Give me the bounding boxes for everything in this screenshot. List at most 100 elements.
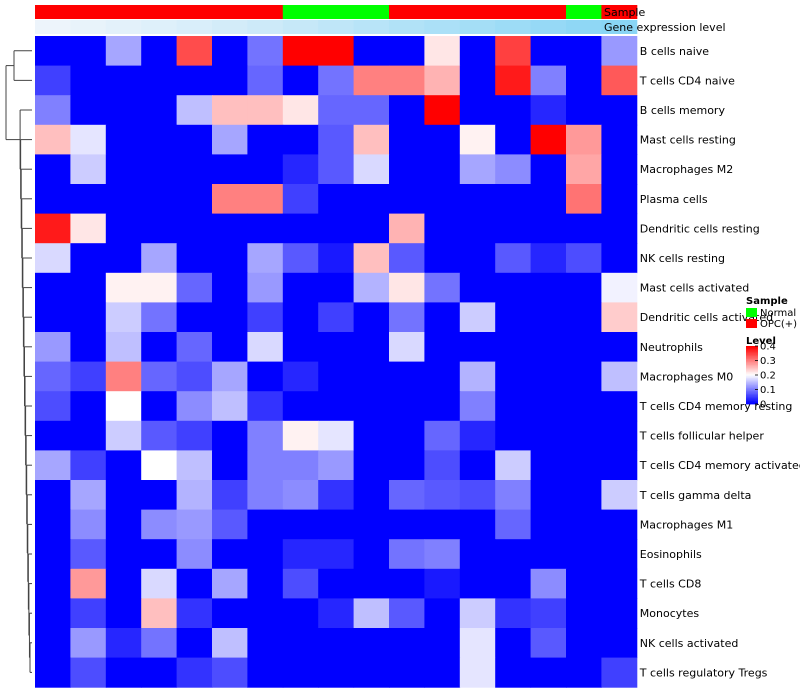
legend-colorbar-step bbox=[746, 348, 758, 351]
legend-colorbar-step bbox=[746, 372, 758, 374]
heatmap-cell bbox=[282, 391, 319, 422]
heatmap-cell bbox=[282, 420, 319, 451]
heatmap-cell bbox=[282, 361, 319, 392]
heatmap-cell bbox=[389, 657, 425, 688]
heatmap-cell bbox=[566, 154, 602, 185]
heatmap-cell bbox=[318, 628, 355, 659]
heatmap-cell bbox=[353, 243, 390, 274]
heatmap-cell bbox=[176, 420, 213, 451]
heatmap-cell bbox=[424, 332, 461, 363]
heatmap-cell bbox=[141, 480, 178, 511]
heatmap-cell bbox=[389, 184, 425, 215]
heatmap-cell bbox=[141, 272, 178, 303]
heatmap-cell bbox=[318, 36, 355, 67]
heatmap-cell bbox=[141, 243, 178, 274]
heatmap-cell bbox=[282, 480, 319, 511]
legend-colorbar-step bbox=[746, 392, 758, 395]
heatmap-cell bbox=[566, 450, 602, 481]
heatmap-cell bbox=[282, 36, 319, 67]
gene-annotation-cell bbox=[530, 20, 567, 34]
heatmap-cell bbox=[105, 598, 142, 629]
heatmap-cell bbox=[105, 243, 142, 274]
heatmap-cell bbox=[176, 272, 213, 303]
heatmap-cell bbox=[282, 154, 319, 185]
heatmap-cell bbox=[424, 657, 461, 688]
sample-annotation-cell bbox=[176, 5, 213, 19]
legend-colorbar-step bbox=[746, 396, 758, 399]
heatmap-cell bbox=[141, 184, 178, 215]
heatmap-cell bbox=[70, 361, 107, 392]
heatmap-cell bbox=[495, 213, 532, 244]
heatmap-cell bbox=[176, 628, 213, 659]
heatmap-cell bbox=[35, 36, 71, 67]
heatmap-cell bbox=[141, 154, 178, 185]
heatmap-cell bbox=[424, 450, 461, 481]
gene-annotation-cell bbox=[70, 20, 107, 34]
heatmap-cell bbox=[566, 95, 602, 126]
heatmap-cell bbox=[141, 657, 178, 688]
gene-annotation-cell bbox=[212, 20, 248, 34]
heatmap-cell bbox=[35, 480, 71, 511]
heatmap-cell bbox=[530, 568, 567, 599]
heatmap-cell bbox=[282, 539, 319, 570]
heatmap-cell bbox=[495, 420, 532, 451]
heatmap-cell bbox=[247, 420, 284, 451]
heatmap-cell bbox=[495, 598, 532, 629]
heatmap-cell bbox=[318, 391, 355, 422]
heatmap-cell bbox=[566, 213, 602, 244]
heatmap-cell bbox=[212, 420, 248, 451]
heatmap-cell bbox=[176, 450, 213, 481]
heatmap-cell bbox=[318, 65, 355, 96]
heatmap-cell bbox=[70, 628, 107, 659]
heatmap-cell bbox=[495, 65, 532, 96]
heatmap-cell bbox=[318, 361, 355, 392]
heatmap-cell bbox=[105, 480, 142, 511]
heatmap-cell bbox=[247, 450, 284, 481]
heatmap-cell bbox=[35, 391, 71, 422]
heatmap-cell bbox=[212, 539, 248, 570]
legend-colorbar-step bbox=[746, 377, 758, 380]
heatmap-cell bbox=[389, 302, 425, 333]
heatmap-cell bbox=[247, 95, 284, 126]
row-label: Eosinophils bbox=[640, 548, 702, 561]
heatmap-cell bbox=[389, 450, 425, 481]
heatmap-cells bbox=[35, 36, 638, 688]
heatmap-cell bbox=[424, 598, 461, 629]
heatmap-cell bbox=[353, 302, 390, 333]
heatmap-cell bbox=[105, 361, 142, 392]
gene-annotation-cell bbox=[353, 20, 390, 34]
heatmap-cell bbox=[70, 568, 107, 599]
heatmap-cell bbox=[141, 420, 178, 451]
heatmap-cell bbox=[424, 36, 461, 67]
heatmap-cell bbox=[459, 272, 496, 303]
heatmap-cell bbox=[247, 332, 284, 363]
heatmap-cell bbox=[141, 391, 178, 422]
heatmap-cell bbox=[212, 95, 248, 126]
sample-annotation-cell bbox=[318, 5, 355, 19]
heatmap-cell bbox=[35, 657, 71, 688]
gene-annotation-cell bbox=[566, 20, 602, 34]
heatmap-cell bbox=[389, 568, 425, 599]
heatmap-cell bbox=[35, 450, 71, 481]
heatmap-cell bbox=[601, 332, 638, 363]
heatmap-cell bbox=[212, 391, 248, 422]
heatmap-cell bbox=[459, 361, 496, 392]
heatmap-cell bbox=[424, 539, 461, 570]
heatmap-cell bbox=[459, 628, 496, 659]
gene-annotation-cell bbox=[459, 20, 496, 34]
heatmap-cell bbox=[353, 539, 390, 570]
sample-annotation-cell bbox=[282, 5, 319, 19]
legend-colorbar-step bbox=[746, 379, 758, 382]
heatmap-cell bbox=[105, 509, 142, 540]
heatmap-cell bbox=[601, 95, 638, 126]
heatmap-cell bbox=[459, 332, 496, 363]
heatmap-cell bbox=[70, 657, 107, 688]
heatmap-cell bbox=[389, 272, 425, 303]
heatmap-cell bbox=[353, 657, 390, 688]
heatmap-cell bbox=[176, 598, 213, 629]
heatmap-cell bbox=[389, 539, 425, 570]
legend-colorbar-step bbox=[746, 351, 758, 354]
legend-colorbar-step bbox=[746, 363, 758, 366]
legend-level-colorbar bbox=[746, 346, 758, 405]
heatmap-cell bbox=[495, 480, 532, 511]
